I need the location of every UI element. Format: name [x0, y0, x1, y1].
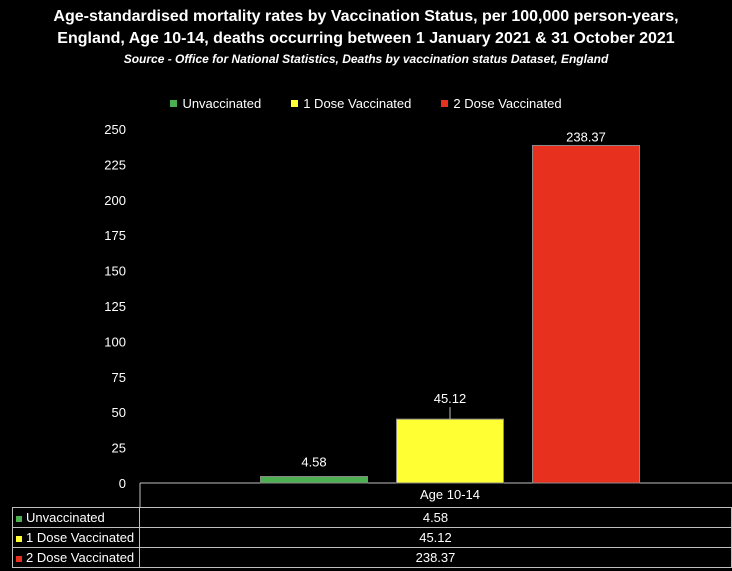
y-tick-label: 175 [104, 228, 126, 243]
legend-label: Unvaccinated [182, 96, 262, 111]
bar-1-dose-vaccinated [396, 418, 504, 484]
chart-subtitle: Source - Office for National Statistics,… [123, 52, 609, 66]
legend-label: 1 Dose Vaccinated [303, 96, 412, 111]
y-tick-label: 0 [119, 476, 126, 491]
y-tick-label: 150 [104, 264, 126, 279]
row-label-text: 1 Dose Vaccinated [26, 530, 135, 545]
data-table: Unvaccinated 4.58 1 Dose Vaccinated 45.1… [12, 507, 732, 568]
data-label: 238.37 [566, 129, 606, 144]
x-category-label: Age 10-14 [420, 487, 480, 502]
row-label-text: Unvaccinated [26, 510, 105, 525]
table-cell-value: 45.12 [139, 527, 732, 548]
table-row-label: 1 Dose Vaccinated [12, 527, 140, 548]
legend-item-2-dose: 2 Dose Vaccinated [441, 96, 562, 111]
table-row: 2 Dose Vaccinated 238.37 [12, 547, 732, 568]
row-key-icon [16, 535, 22, 542]
table-row-label: Unvaccinated [12, 507, 140, 528]
bar-2-dose-vaccinated [532, 144, 640, 484]
legend-swatch-icon [291, 100, 299, 107]
legend-item-1-dose: 1 Dose Vaccinated [291, 96, 411, 111]
chart-title-line-2: England, Age 10-14, deaths occurring bet… [57, 30, 675, 47]
y-tick-label: 75 [112, 370, 126, 385]
data-label: 45.12 [434, 391, 467, 406]
table-row: Unvaccinated 4.58 [12, 507, 732, 528]
y-tick-label: 125 [104, 299, 126, 314]
y-tick-label: 200 [104, 193, 126, 208]
bar-unvaccinated [260, 476, 368, 484]
chart-title-line-1: Age-standardised mortality rates by Vacc… [53, 8, 679, 25]
legend-item-unvaccinated: Unvaccinated [170, 96, 261, 111]
legend-swatch-icon [441, 100, 449, 107]
y-tick-label: 250 [104, 122, 126, 137]
chart-legend: Unvaccinated 1 Dose Vaccinated 2 Dose Va… [0, 96, 732, 111]
y-tick-label: 100 [104, 334, 126, 349]
y-tick-label: 25 [112, 441, 126, 456]
row-label-text: 2 Dose Vaccinated [26, 550, 135, 565]
row-key-icon [16, 515, 22, 522]
data-label: 4.58 [301, 455, 326, 470]
legend-label: 2 Dose Vaccinated [453, 96, 562, 111]
table-row: 1 Dose Vaccinated 45.12 [12, 527, 732, 548]
table-cell-value: 4.58 [139, 507, 732, 528]
table-cell-value: 238.37 [139, 547, 732, 568]
row-key-icon [16, 555, 22, 562]
y-tick-label: 50 [112, 405, 126, 420]
table-row-label: 2 Dose Vaccinated [12, 547, 140, 568]
y-tick-label: 225 [104, 157, 126, 172]
title-block: Age-standardised mortality rates by Vacc… [0, 6, 732, 67]
legend-swatch-icon [170, 100, 178, 107]
